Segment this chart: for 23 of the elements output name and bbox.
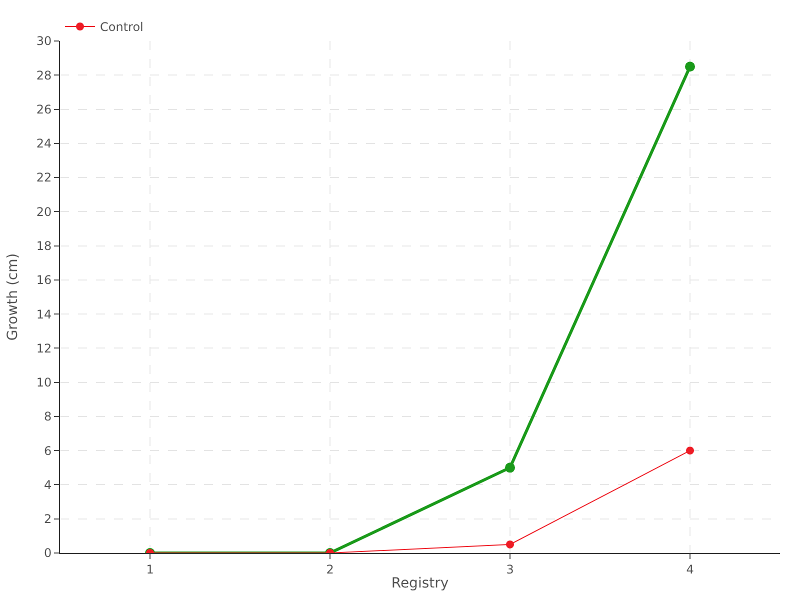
y-axis-title: Growth (cm) [4,253,21,341]
x-tick-label: 2 [326,562,334,576]
x-axis-title: Registry [391,576,449,592]
y-tick-label: 26 [36,102,52,116]
x-tick-label: 3 [506,562,514,576]
y-tick-label: 6 [44,444,52,458]
y-tick-label: 8 [44,410,52,424]
y-tick-label: 20 [36,204,52,219]
legend-label: Control [100,20,144,34]
x-tick-label: 1 [146,562,154,576]
x-tick-label: 4 [686,562,694,576]
y-tick-label: 10 [36,376,52,390]
y-tick-label: 28 [36,68,52,82]
y-tick-label: 16 [36,273,52,288]
y-tick-label: 30 [36,34,52,48]
y-tick-label: 0 [44,546,52,560]
y-tick-label: 18 [36,239,52,253]
y-tick-label: 4 [44,478,52,492]
y-tick-label: 2 [44,512,52,526]
y-tick-label: 14 [36,307,52,322]
y-tick-label: 12 [36,341,52,356]
y-tick-label: 24 [36,136,52,151]
y-tick-label: 22 [36,170,52,185]
